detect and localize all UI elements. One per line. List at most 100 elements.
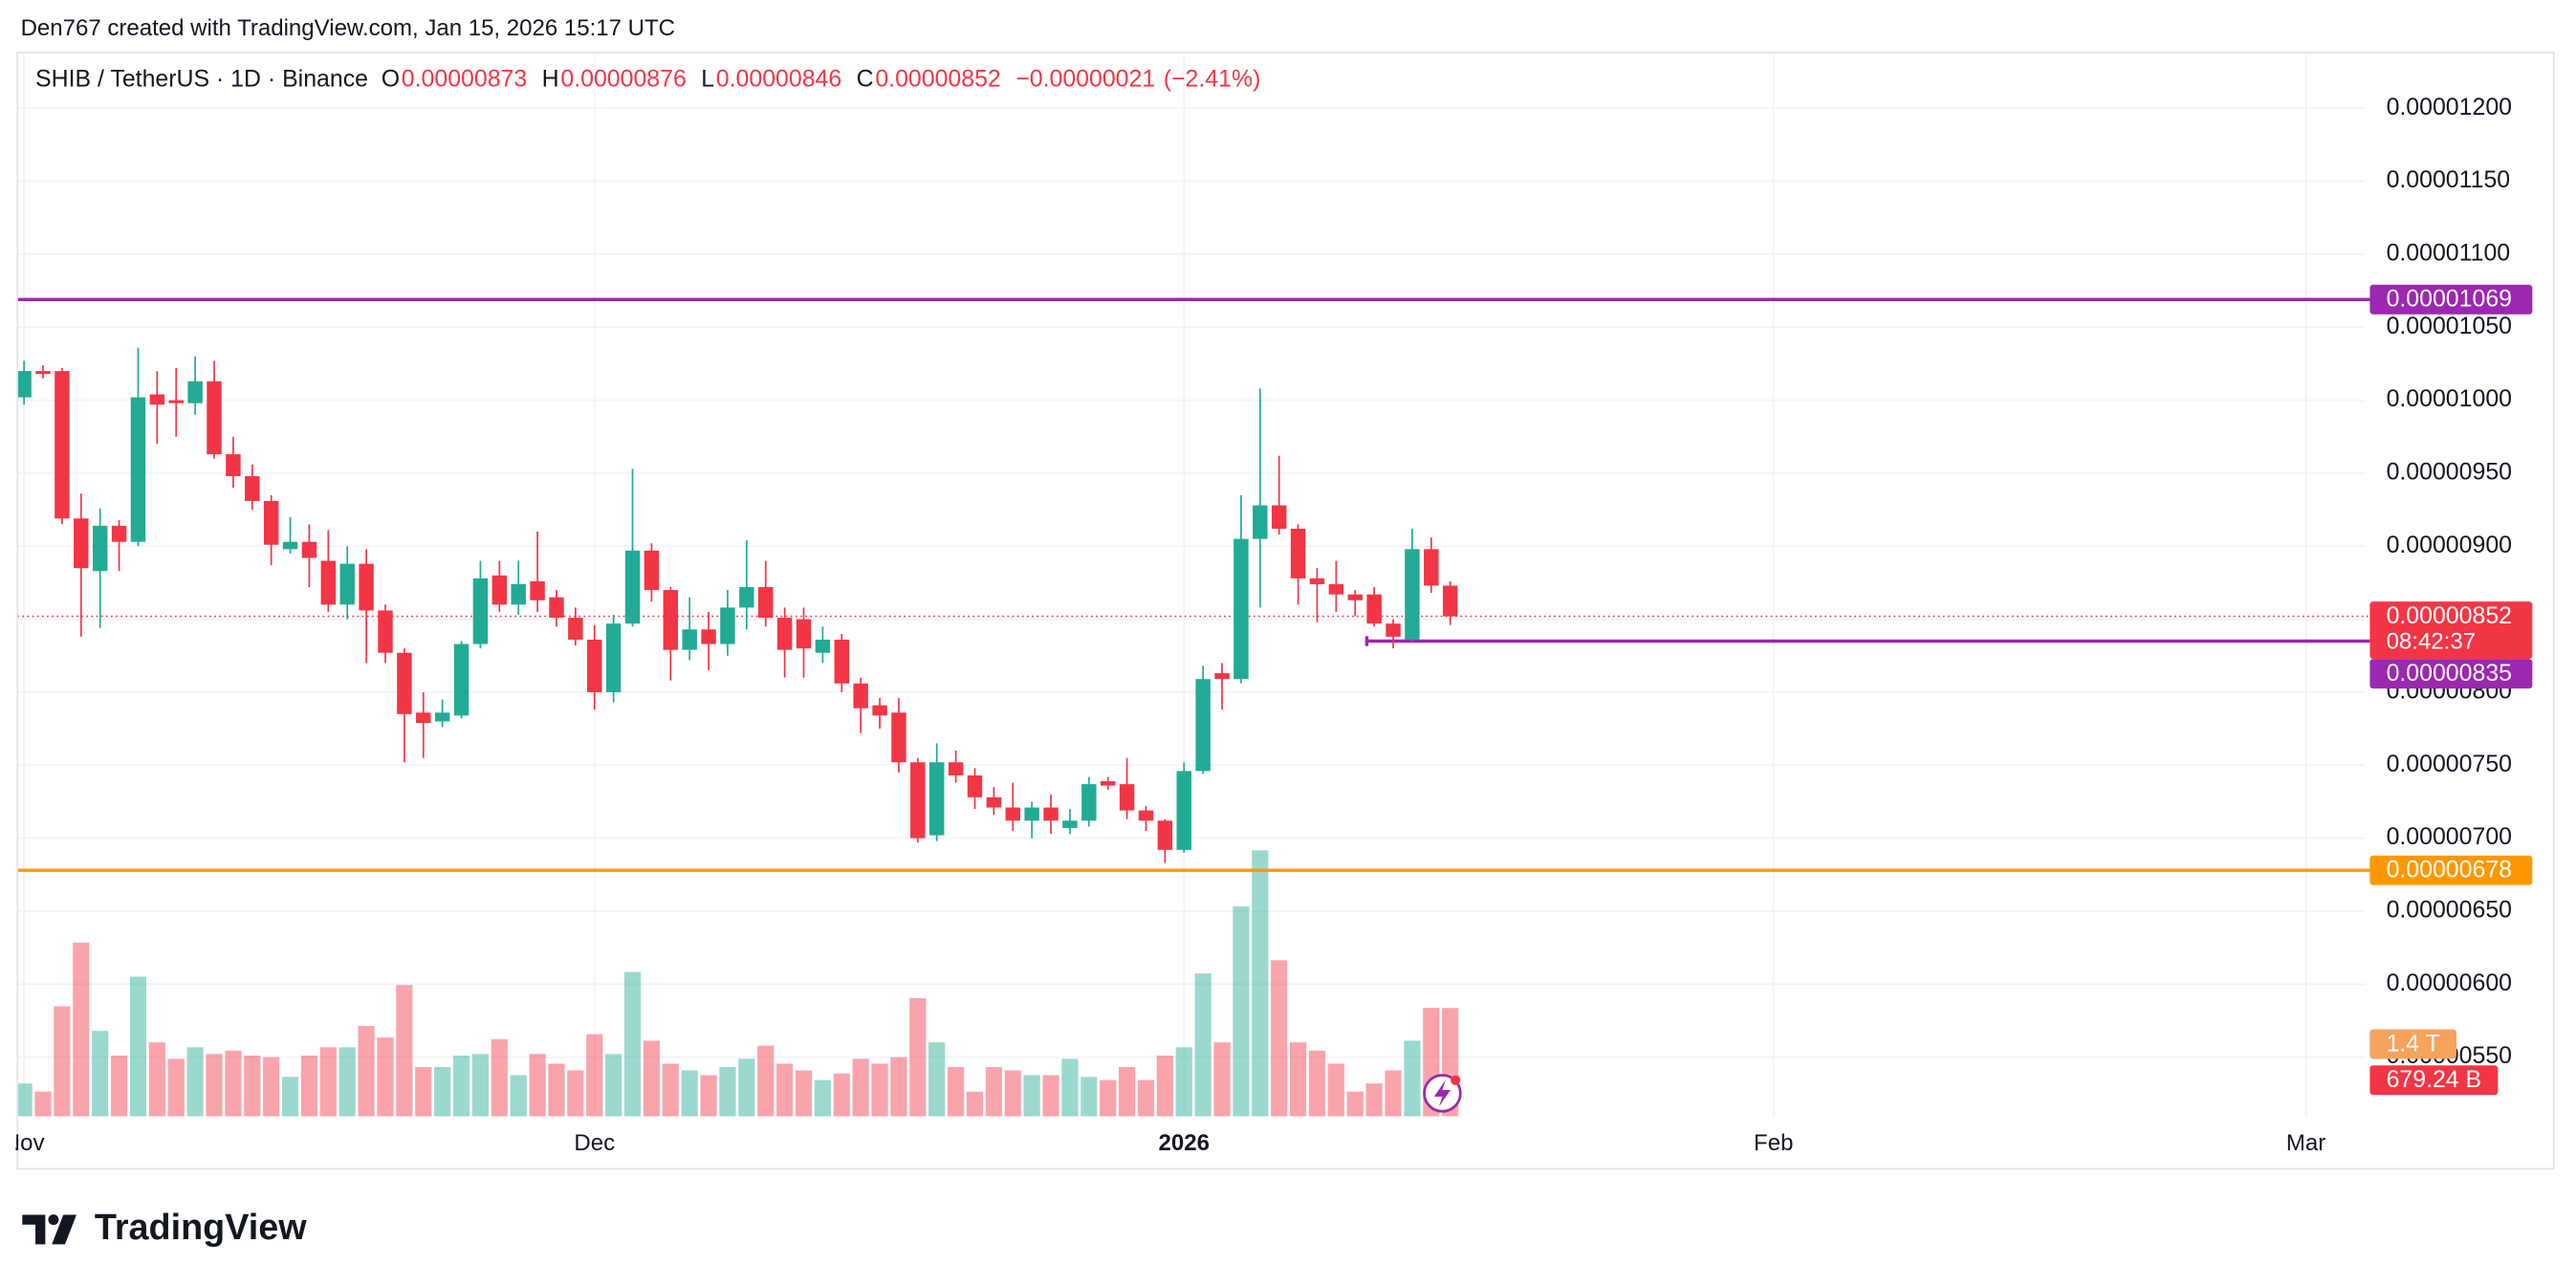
volume-bar: [92, 1031, 109, 1117]
volume-bar: [757, 1045, 775, 1117]
candle-body: [739, 587, 754, 608]
candle-body: [55, 371, 70, 519]
candle-body: [1005, 807, 1020, 821]
candle-body: [1271, 505, 1287, 529]
candle-body: [245, 475, 260, 501]
candle-body: [1157, 820, 1173, 850]
candle-body: [948, 762, 964, 775]
candle-body: [453, 644, 469, 716]
candle-body: [663, 590, 679, 650]
volume-bar: [852, 1058, 869, 1117]
y-tick-label: 0.00001200: [2387, 94, 2512, 120]
volume-bar: [681, 1070, 698, 1117]
legend-value: 0.00000852: [875, 66, 1000, 93]
volume-bar: [338, 1047, 356, 1117]
y-tick-label: 0.00000700: [2387, 823, 2512, 850]
volume-bar: [244, 1055, 261, 1117]
volume-bar: [319, 1047, 337, 1117]
volume-bar: [719, 1066, 736, 1117]
candle-body: [720, 607, 735, 644]
level-tag: 0.00000835: [2387, 660, 2512, 687]
volume-bar: [643, 1040, 660, 1117]
volume-bar: [662, 1063, 679, 1117]
candle-body: [815, 639, 831, 653]
candle-body: [758, 587, 774, 619]
candle-body: [511, 583, 526, 605]
volume-bar: [529, 1054, 546, 1117]
level-tag-bg: [2369, 855, 2533, 885]
volume-bar: [776, 1063, 794, 1117]
candle-body: [1138, 810, 1154, 821]
brand-name: TradingView: [95, 1208, 307, 1248]
candle-body: [1119, 784, 1135, 811]
candle-body: [834, 639, 850, 684]
level-tag: 0.00001069: [2387, 286, 2512, 313]
candle-body: [263, 500, 279, 545]
volume-bar: [1175, 1047, 1192, 1117]
volume-bar: [73, 942, 90, 1117]
level-tag: 0.00000678: [2387, 857, 2512, 883]
level-tag-bg: [2369, 659, 2533, 689]
candle-body: [1366, 594, 1382, 624]
candle-body: [339, 563, 355, 605]
y-tick-label: 0.00000600: [2387, 970, 2512, 996]
volume-bar: [1042, 1075, 1059, 1117]
candle-body: [1405, 549, 1420, 640]
volume-bar: [1061, 1058, 1079, 1117]
volume-bar: [700, 1075, 717, 1117]
candle-body: [416, 712, 431, 724]
volume-bar: [928, 1042, 946, 1117]
volume-bar: [434, 1066, 451, 1117]
volume-bar: [54, 1006, 71, 1117]
candle-body: [644, 550, 660, 591]
volume-bar: [167, 1058, 185, 1117]
candle-body: [301, 541, 317, 558]
candle-body: [187, 381, 203, 404]
volume-bar: [548, 1063, 565, 1117]
y-axis: 0.00001200 0.00001150 0.00001100 0.00001050…: [2387, 94, 2512, 1069]
volume-bar: [1213, 1042, 1231, 1117]
candle-body: [1347, 594, 1363, 600]
candle-body: [149, 394, 165, 405]
volume-bar: [1156, 1055, 1173, 1117]
candle-body: [282, 541, 298, 550]
candle-body: [1214, 673, 1230, 680]
volume-bar: [1365, 1083, 1383, 1117]
legend-letter: H: [542, 66, 559, 93]
x-axis: Nov Dec 2026 Feb Mar: [4, 1130, 2325, 1156]
volume-tag-bg: [2369, 1065, 2499, 1096]
candle-body: [359, 563, 374, 611]
candle-body: [928, 762, 945, 836]
volume-bar: [871, 1063, 888, 1117]
candle-body: [1062, 820, 1078, 828]
volume-bar: [1137, 1080, 1155, 1117]
level-tag-bg: [2369, 284, 2533, 315]
legend-letter: C: [857, 66, 874, 93]
candle-body: [434, 712, 450, 722]
candle-body: [796, 619, 812, 649]
legend: SHIB / TetherUS · 1D · Binance O 0.0000087…: [35, 66, 1260, 93]
candle-body: [1176, 771, 1191, 850]
candle-body: [226, 454, 241, 476]
volume-bar: [110, 1055, 128, 1117]
volume-bar: [814, 1080, 831, 1117]
x-tick-label: Nov: [4, 1130, 45, 1156]
volume-bar: [738, 1058, 755, 1117]
volume-bar: [1346, 1091, 1364, 1117]
volume-bar: [1023, 1075, 1040, 1117]
volume-bar: [605, 1054, 622, 1117]
candle-body: [1328, 583, 1344, 595]
candle-body: [776, 618, 793, 650]
alert-icon[interactable]: [1423, 1074, 1462, 1113]
candle-body: [17, 371, 32, 398]
candle-body: [1386, 623, 1401, 637]
candles: [17, 347, 1458, 863]
volume-bar: [225, 1050, 242, 1117]
candle-body: [74, 518, 89, 569]
legend-letter: O: [382, 66, 400, 93]
candle-body: [530, 580, 545, 600]
